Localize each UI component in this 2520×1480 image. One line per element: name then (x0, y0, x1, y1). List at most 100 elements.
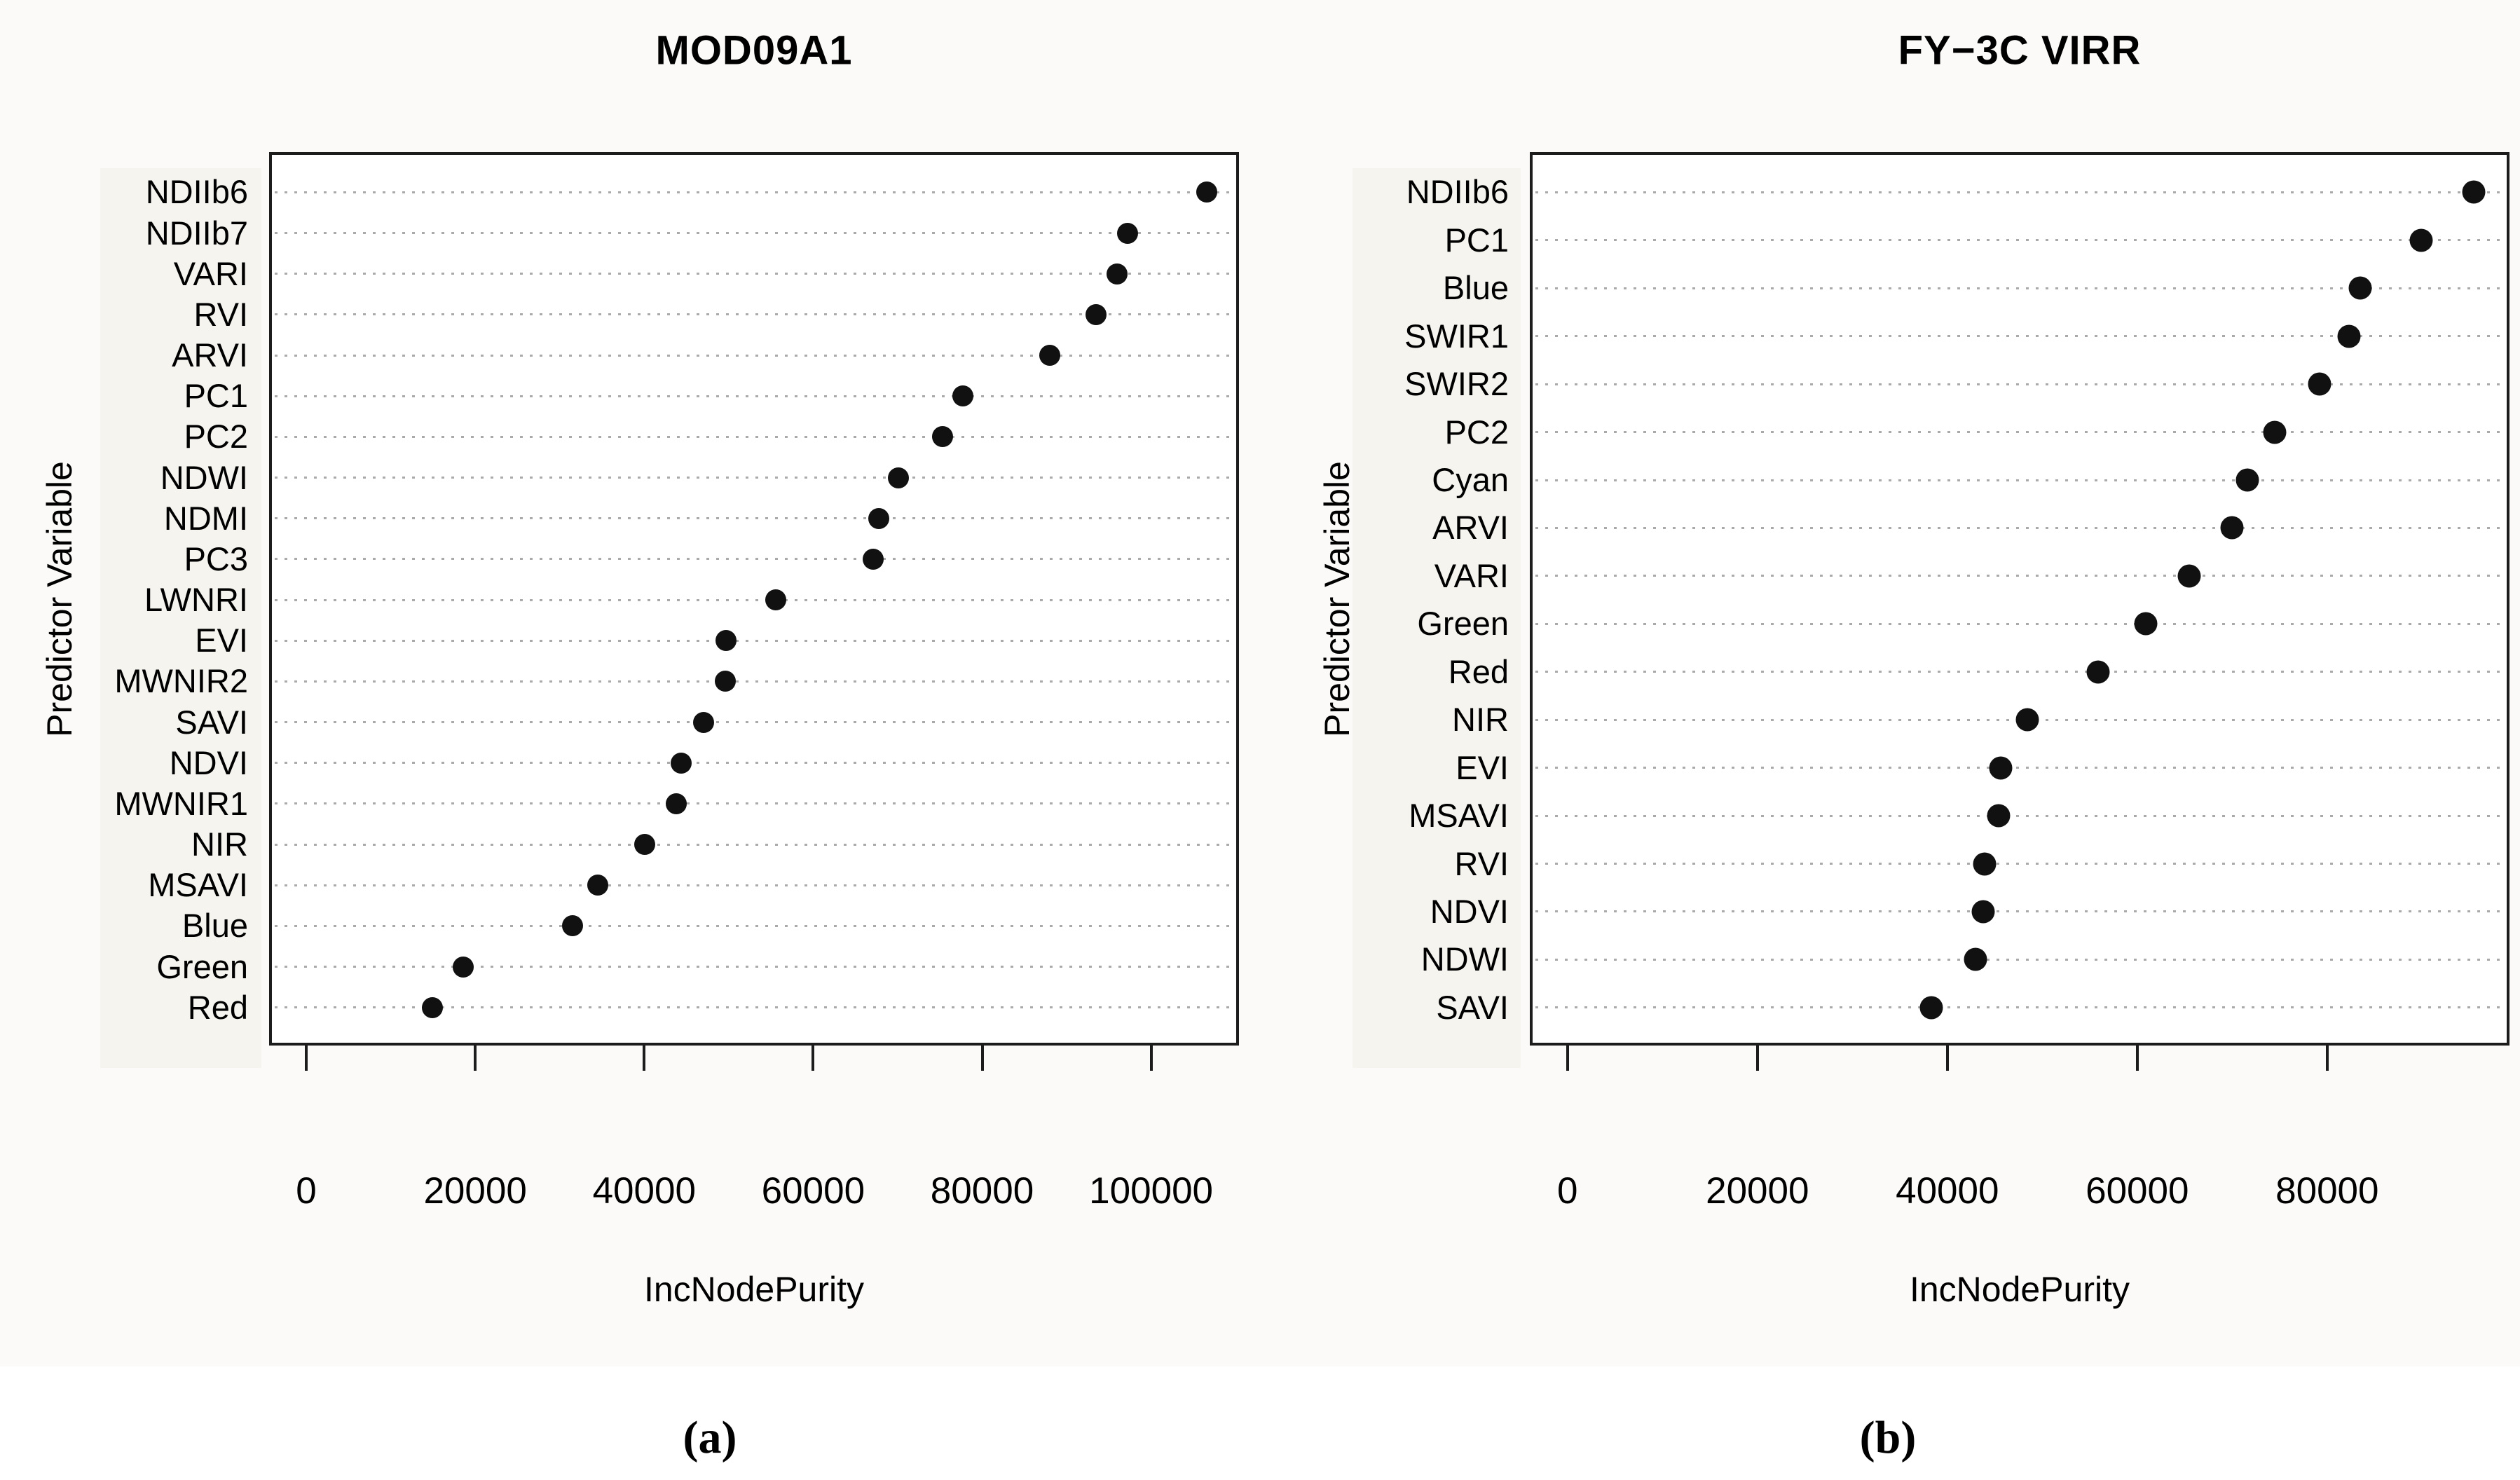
data-point-rvi (1973, 852, 1997, 875)
y-tick-label: Red (1448, 652, 1509, 690)
y-tick-label: PC1 (1444, 221, 1509, 259)
y-tick-label: Blue (182, 907, 248, 945)
x-tick-mark (2135, 1046, 2139, 1071)
gridline (1535, 622, 2504, 625)
y-tick-label: NDIIb6 (145, 173, 248, 211)
data-point-mwnir2 (715, 671, 736, 692)
gridline (275, 191, 1233, 193)
data-point-vari (2177, 564, 2201, 588)
x-tick-label: 20000 (423, 1170, 527, 1212)
data-point-lwnri (765, 589, 787, 611)
x-tick-mark (2325, 1046, 2329, 1071)
gridline (1535, 671, 2504, 673)
gridline (275, 924, 1233, 927)
gridline (275, 273, 1233, 275)
data-point-blue (561, 915, 583, 937)
x-tick-label: 60000 (2086, 1170, 2189, 1212)
y-tick-label: NDVI (169, 744, 248, 781)
gridline (1535, 335, 2504, 338)
y-tick-label: VARI (173, 254, 248, 292)
plot-area (1530, 152, 2509, 1046)
gridline (275, 843, 1233, 846)
y-axis-title: Predictor Variable (1317, 460, 1357, 737)
data-point-ndiib7 (1116, 222, 1138, 244)
y-tick-label: PC2 (184, 418, 248, 455)
x-tick-mark (1945, 1046, 1949, 1071)
y-tick-label: NDIIb7 (145, 214, 248, 252)
gridline (275, 354, 1233, 357)
data-point-arvi (2220, 516, 2244, 540)
data-point-swir1 (2337, 324, 2361, 348)
x-tick-mark (305, 1046, 308, 1071)
y-tick-label: NIR (191, 825, 248, 863)
gridline (275, 558, 1233, 561)
gridline (1535, 431, 2504, 434)
gridline (275, 1006, 1233, 1009)
y-tick-label: Green (156, 947, 248, 985)
gridline (275, 435, 1233, 438)
x-tick-mark (474, 1046, 477, 1071)
y-tick-label: Green (1417, 605, 1509, 643)
data-point-green (453, 956, 474, 978)
y-tick-label: SWIR1 (1404, 317, 1509, 355)
gridline (275, 232, 1233, 235)
y-tick-label: NDWI (160, 458, 248, 496)
x-tick-label: 20000 (1706, 1170, 1809, 1212)
gridline (1535, 383, 2504, 385)
y-tick-label: Blue (1442, 269, 1509, 307)
data-point-ndiib6 (2462, 180, 2485, 204)
x-tick-label: 0 (296, 1170, 317, 1212)
x-tick-mark (1566, 1046, 1569, 1071)
gridline (1535, 239, 2504, 242)
y-tick-label: NDMI (163, 499, 248, 537)
y-tick-label: Red (187, 988, 248, 1026)
y-tick-label: SAVI (175, 703, 248, 741)
y-tick-label: RVI (1454, 844, 1509, 882)
y-tick-label: MWNIR2 (114, 662, 248, 700)
data-point-msavi (1987, 804, 2011, 828)
y-tick-label: PC3 (184, 540, 248, 577)
y-tick-label: ARVI (172, 336, 248, 374)
data-point-pc3 (862, 548, 884, 570)
y-tick-label: NDIIb6 (1406, 173, 1509, 211)
gridline (1535, 958, 2504, 961)
data-point-ndmi (868, 507, 890, 529)
data-point-cyan (2235, 468, 2259, 492)
data-point-pc1 (2409, 228, 2433, 252)
y-tick-label: MWNIR1 (114, 784, 248, 822)
gridline (1535, 287, 2504, 289)
gridline (1535, 814, 2504, 817)
panel-title: MOD09A1 (655, 27, 853, 74)
data-point-pc2 (2263, 420, 2287, 444)
plot-area (269, 152, 1239, 1046)
gridline (1535, 479, 2504, 481)
y-label-band (100, 168, 261, 1068)
gridline (275, 802, 1233, 805)
data-point-blue (2348, 276, 2372, 300)
gridline (275, 517, 1233, 520)
y-tick-label: LWNRI (144, 581, 248, 619)
y-tick-label: EVI (195, 622, 248, 659)
data-point-pc2 (931, 426, 953, 448)
x-tick-label: 40000 (1896, 1170, 1999, 1212)
y-tick-label: RVI (193, 295, 249, 333)
data-point-ndwi (888, 467, 910, 488)
data-point-ndwi (1964, 947, 1987, 971)
y-tick-label: SWIR2 (1404, 365, 1509, 403)
data-point-arvi (1039, 345, 1060, 366)
y-tick-label: EVI (1456, 748, 1509, 786)
x-tick-mark (1755, 1046, 1759, 1071)
panel-title: FY−3C VIRR (1898, 27, 2142, 74)
data-point-ndvi (1971, 900, 1995, 924)
y-label-band (1353, 168, 1521, 1068)
x-tick-label: 80000 (2275, 1170, 2379, 1212)
gridline (275, 313, 1233, 316)
x-tick-label: 60000 (761, 1170, 865, 1212)
gridline (275, 639, 1233, 642)
y-tick-label: PC1 (184, 377, 248, 415)
x-tick-mark (1149, 1046, 1153, 1071)
y-tick-label: Cyan (1432, 461, 1509, 498)
panel-caption: (b) (1859, 1412, 1917, 1463)
